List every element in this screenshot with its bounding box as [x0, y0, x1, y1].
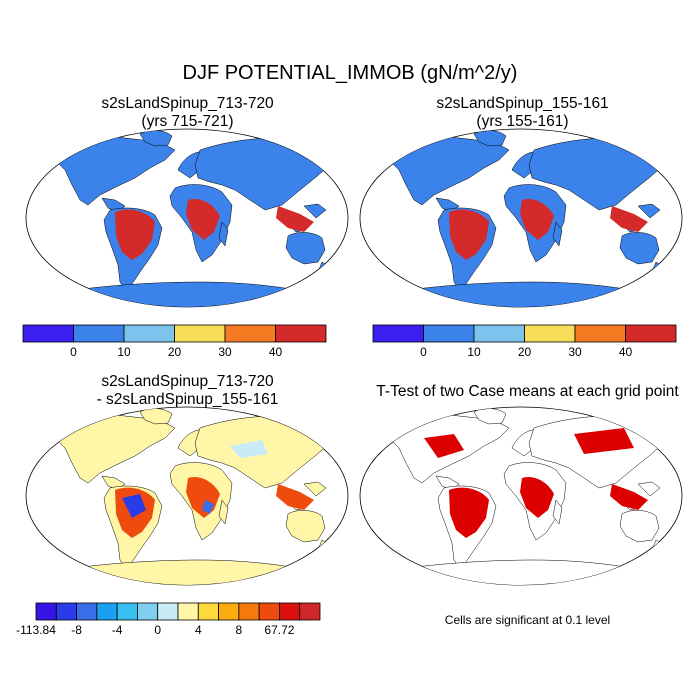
significant-cells: [424, 434, 464, 458]
colorbar-swatch: [22, 324, 74, 343]
colorbar-tick-label: -4: [111, 623, 123, 637]
colorbar-tick-label: 30: [568, 345, 582, 359]
colorbar-tick-label: 0: [70, 345, 77, 359]
panel-title-bottom-left: s2sLandSpinup_713-720 - s2sLandSpinup_15…: [25, 373, 350, 409]
panel-title-bottom-left-line1: s2sLandSpinup_713-720: [101, 373, 274, 390]
panel-title-bottom-left-line2: - s2sLandSpinup_155-161: [96, 391, 279, 408]
colorbar-swatch: [238, 602, 260, 621]
colorbar-tick-label: 20: [167, 345, 182, 359]
map-top-left: [25, 128, 349, 308]
panel-title-bottom-right: T-Test of two Case means at each grid po…: [355, 383, 700, 401]
colorbar-swatch: [218, 602, 240, 621]
colorbar-swatch: [76, 602, 98, 621]
colorbar-swatch: [137, 602, 159, 621]
panel-title-top-right-line1: s2sLandSpinup_155-161: [436, 95, 609, 112]
colorbar-bottom-left: [35, 602, 321, 621]
colorbar-swatch: [96, 602, 118, 621]
colorbar-swatch: [275, 324, 327, 343]
colorbar-swatch: [55, 602, 77, 621]
colorbar-tick-label: 4: [194, 623, 202, 637]
colorbar-tick-label: -113.84: [16, 623, 56, 637]
colorbar-tick-label: 40: [618, 345, 633, 359]
colorbar-swatch: [258, 602, 280, 621]
map-bottom-right: [359, 406, 683, 586]
colorbar-tick-label: 0: [420, 345, 427, 359]
negative-change-region: [122, 494, 146, 518]
colorbar-tick-label: 8: [235, 623, 243, 637]
colorbar-swatch: [625, 324, 677, 343]
colorbar-swatch: [524, 324, 576, 343]
negative-change-region: [202, 500, 214, 514]
colorbar-swatch: [157, 602, 179, 621]
colorbar-swatch: [123, 324, 175, 343]
panel-title-top-right: s2sLandSpinup_155-161 (yrs 155-161): [360, 95, 685, 131]
panel-title-top-left-line1: s2sLandSpinup_713-720: [101, 95, 274, 112]
colorbar-tick-label: 30: [218, 345, 232, 359]
colorbar-tick-label: -8: [71, 623, 82, 637]
colorbar-swatch: [197, 602, 219, 621]
figure-title: DJF POTENTIAL_IMMOB (gN/m^2/y): [182, 62, 518, 84]
colorbar-tick-label: 0: [154, 623, 162, 637]
colorbar-swatch: [35, 602, 57, 621]
colorbar-swatch: [279, 602, 301, 621]
colorbar-tick-label: 10: [117, 345, 131, 359]
colorbar-swatch: [224, 324, 276, 343]
colorbar-tick-label: 10: [467, 345, 481, 359]
colorbar-top-left: [22, 324, 327, 343]
map-top-right: [359, 128, 683, 308]
colorbar-swatch: [116, 602, 138, 621]
panel-title-top-left-line2: (yrs 715-721): [141, 113, 234, 130]
colorbar-swatch: [473, 324, 525, 343]
colorbar-swatch: [299, 602, 321, 621]
colorbar-swatch: [423, 324, 475, 343]
map-bottom-left: [25, 406, 349, 586]
colorbar-swatch: [574, 324, 626, 343]
colorbar-swatch: [372, 324, 424, 343]
significant-cells: [574, 428, 634, 454]
panel-title-top-left: s2sLandSpinup_713-720 (yrs 715-721): [25, 95, 350, 131]
colorbar-top-right: [372, 324, 677, 343]
panel-title-top-right-line2: (yrs 155-161): [476, 113, 569, 130]
slight-negative-region: [230, 440, 268, 458]
colorbar-tick-label: 40: [268, 345, 283, 359]
colorbar-swatch: [174, 324, 226, 343]
colorbar-swatch: [177, 602, 199, 621]
colorbar-tick-label: 67.72: [264, 623, 295, 637]
colorbar-swatch: [73, 324, 125, 343]
significance-note: Cells are significant at 0.1 level: [444, 613, 611, 627]
panel-title-bottom-right-line1: T-Test of two Case means at each grid po…: [376, 383, 679, 400]
colorbar-tick-label: 20: [517, 345, 532, 359]
